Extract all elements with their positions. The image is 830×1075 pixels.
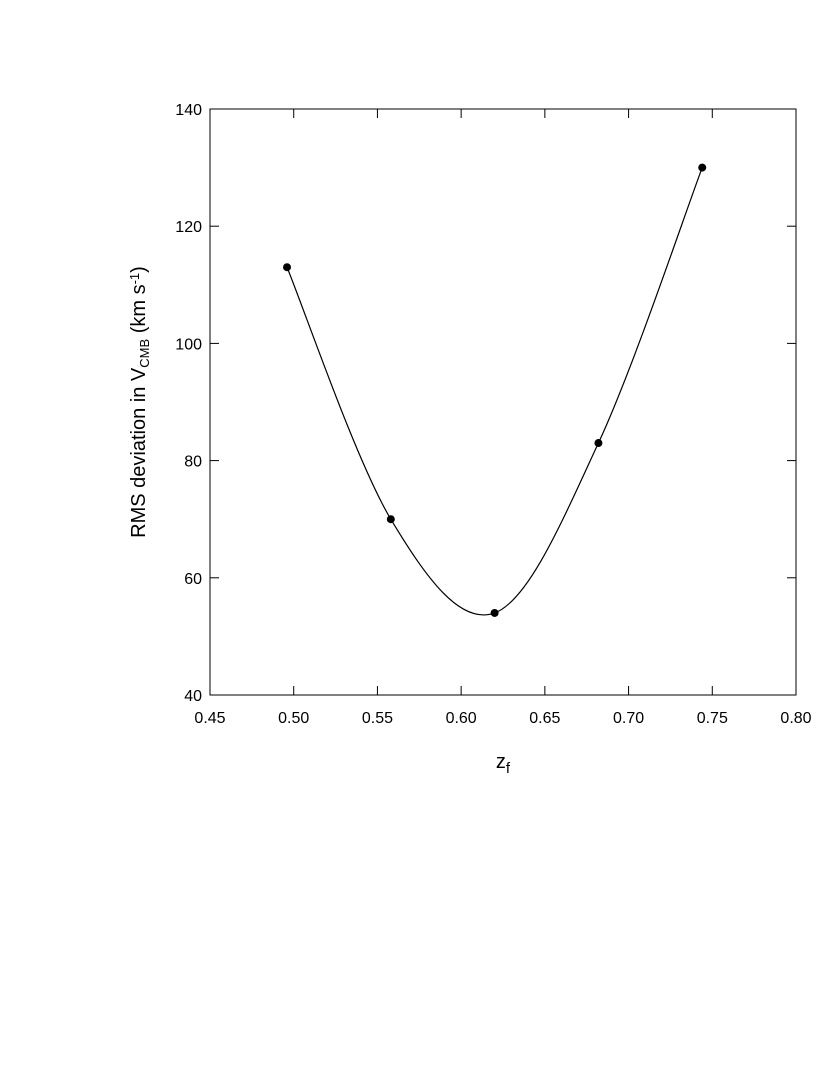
x-tick-label: 0.50 — [278, 710, 309, 727]
data-point — [490, 608, 499, 617]
x-tick-label: 0.65 — [529, 710, 560, 727]
x-tick-label: 0.75 — [697, 710, 728, 727]
x-tick-label: 0.55 — [362, 710, 393, 727]
y-label-part: (km s — [128, 284, 150, 338]
y-tick-label: 60 — [184, 571, 202, 588]
data-point — [283, 263, 292, 272]
x-tick-label: 0.60 — [446, 710, 477, 727]
x-tick-label: 0.70 — [613, 710, 644, 727]
y-tick-label: 140 — [175, 102, 202, 119]
y-label-part: ) — [128, 266, 150, 273]
x-axis-label: zf — [496, 751, 511, 777]
y-label-part: RMS deviation in V — [128, 367, 150, 538]
x-label-main: z — [496, 751, 506, 773]
y-axis-label: RMS deviation in VCMB (km s-1) — [127, 266, 152, 538]
fit-curve — [286, 167, 703, 616]
data-point — [594, 439, 603, 448]
x-label-sub: f — [506, 760, 511, 777]
x-tick-label: 0.80 — [780, 710, 811, 727]
x-tick-label: 0.45 — [194, 710, 225, 727]
data-point — [698, 163, 707, 172]
y-tick-label: 80 — [184, 454, 202, 471]
y-label-sub: CMB — [137, 339, 152, 368]
y-tick-label: 100 — [175, 336, 202, 353]
plot-frame — [209, 108, 797, 696]
data-point — [386, 515, 395, 524]
y-label-sup: -1 — [127, 273, 142, 285]
y-tick-label: 120 — [175, 219, 202, 236]
y-tick-label: 40 — [184, 688, 202, 705]
